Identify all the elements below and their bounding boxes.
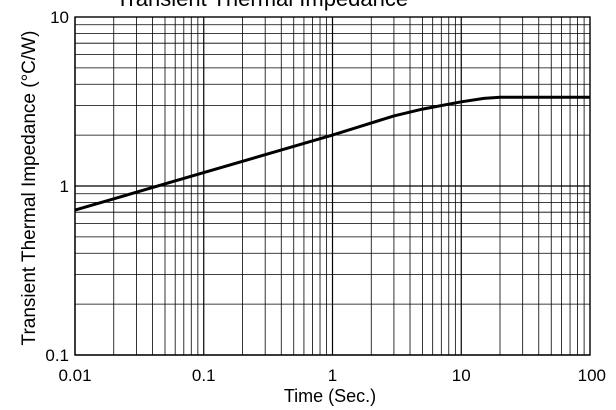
grid (74, 17, 590, 356)
chart-title: Transient Thermal Impedance (116, 0, 408, 11)
x-tick-label: 100 (578, 366, 606, 385)
x-tick-label: 1 (328, 366, 337, 385)
x-tick-label: 10 (452, 366, 471, 385)
series-line (74, 95, 590, 212)
y-tick-label: 0.1 (45, 346, 69, 365)
y-tick-label: 10 (50, 8, 69, 27)
x-tick-labels: 0.01 0.1 1 10 100 (58, 366, 606, 385)
x-tick-label: 0.1 (192, 366, 216, 385)
y-axis-label: Transient Thermal Impedance (°C/W) (19, 31, 40, 346)
x-axis-label: Time (Sec.) (284, 386, 376, 406)
y-tick-label: 1 (60, 177, 69, 196)
plot-frame (74, 16, 591, 356)
y-tick-labels: 0.1 1 10 (45, 8, 69, 365)
x-tick-label: 0.01 (58, 366, 91, 385)
